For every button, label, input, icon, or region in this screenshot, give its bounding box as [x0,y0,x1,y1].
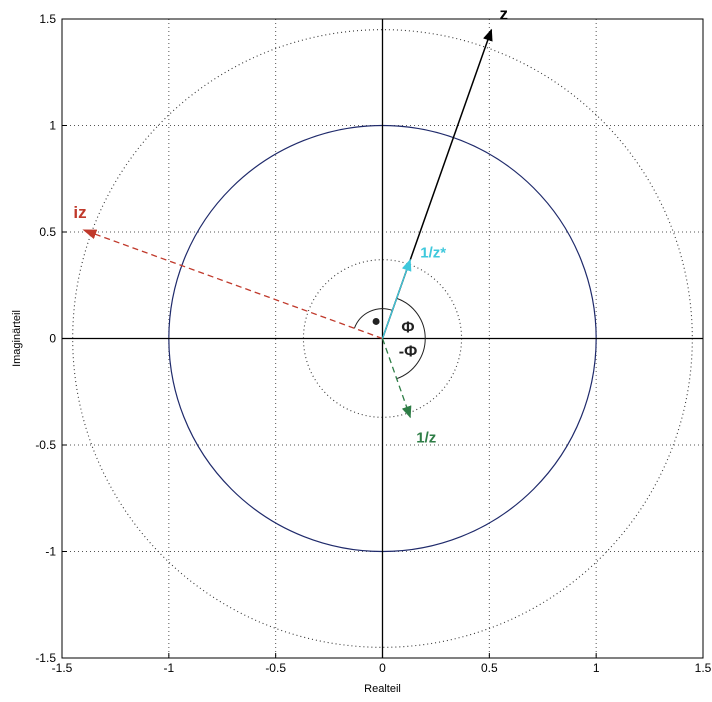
center-dot-0 [372,317,380,325]
x-tick-label: 0.5 [481,661,498,675]
vector-label-1-z: 1/z [416,429,436,446]
vector-iz [82,229,383,340]
angle-arc-1 [396,338,426,380]
y-axis-label: Imaginärteil [11,310,23,367]
x-axis-label: Realteil [364,683,401,695]
tick-labels: -1.5 -1 -0.5 0 0.5 1 1.5 -1.5 -1 -0.5 0 0.5 1 1.5 [35,12,711,675]
vector-label-1-z-: 1/z* [420,245,446,262]
x-tick-label: 1.5 [695,661,712,675]
angle-arc-2 [353,308,393,329]
plot-frame [61,18,704,659]
angle-arc-0 [396,297,426,339]
vector-1-z- [381,258,412,339]
vector-1-z [381,338,412,419]
y-tick-label: 1.5 [39,12,56,26]
vector-label-z: z [499,5,508,24]
y-tick-label: 0.5 [39,225,56,239]
y-tick-label: 0 [49,332,56,346]
angle-label-1: -Φ [399,344,417,361]
x-tick-label: -1 [163,661,174,675]
y-tick-label: 1 [49,119,56,133]
y-tick-label: -0.5 [35,438,56,452]
vectors: z iz 1/z* 1/z [73,5,508,447]
y-tick-label: -1 [45,545,56,559]
angle-arcs: Φ -Φ [353,297,426,380]
x-tick-label: 0 [379,661,386,675]
x-tick-label: 1 [593,661,600,675]
x-tick-label: -1.5 [52,661,73,675]
y-tick-label: -1.5 [35,651,56,665]
vector-label-iz: iz [73,203,86,222]
x-tick-label: -0.5 [265,661,286,675]
angle-label-0: Φ [401,319,414,336]
